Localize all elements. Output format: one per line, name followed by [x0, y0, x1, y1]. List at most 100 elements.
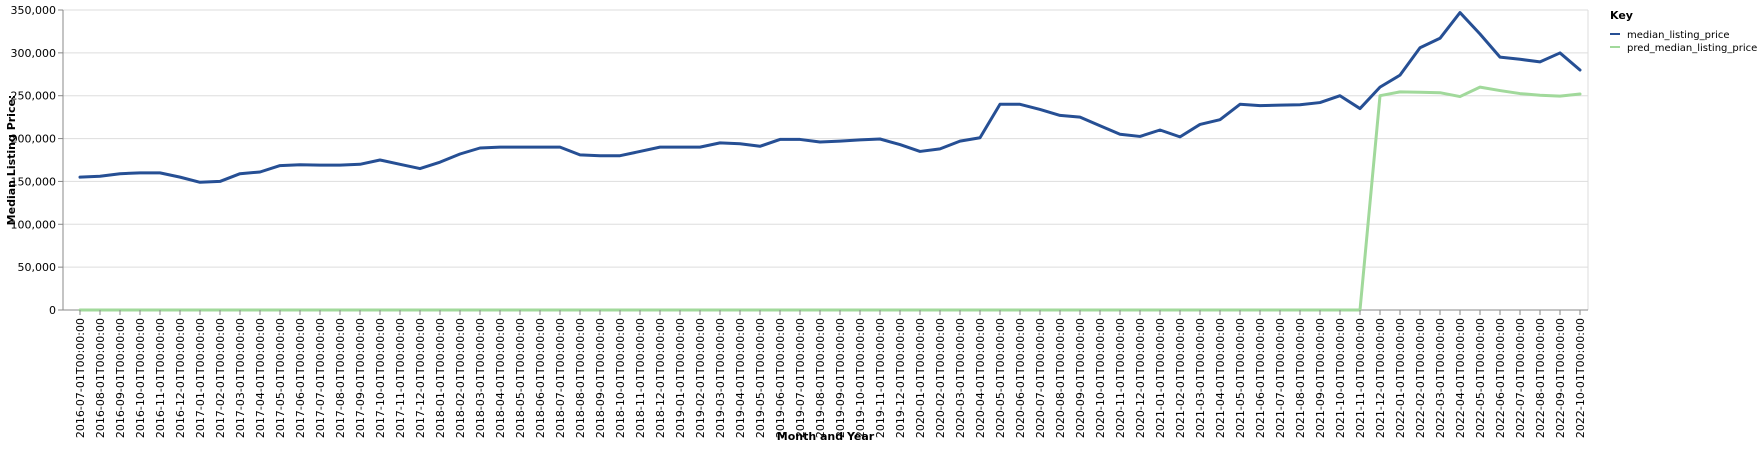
x-tick-label: 2020-08-01T00:00:00	[1054, 318, 1067, 438]
x-tick-label: 2020-02-01T00:00:00	[934, 318, 947, 438]
x-axis-ticks: 2016-07-01T00:00:00 2016-08-01T00:00:00 20…	[74, 310, 1587, 438]
x-tick-label: 2020-12-01T00:00:00	[1134, 318, 1147, 438]
x-tick-label: 2019-12-01T00:00:00	[894, 318, 907, 438]
x-tick-label: 2016-09-01T00:00:00	[114, 318, 127, 438]
x-tick-label: 2021-11-01T00:00:00	[1354, 318, 1367, 438]
x-tick-label: 2016-11-01T00:00:00	[154, 318, 167, 438]
y-tick-label: 100,000	[11, 218, 57, 231]
y-tick-label: 350,000	[11, 4, 57, 17]
x-tick-label: 2018-06-01T00:00:00	[534, 318, 547, 438]
y-tick-label: 150,000	[11, 175, 57, 188]
x-tick-label: 2022-05-01T00:00:00	[1474, 318, 1487, 438]
x-tick-label: 2017-10-01T00:00:00	[374, 318, 387, 438]
series-line-median_listing_price	[78, 11, 1582, 184]
x-tick-label: 2017-12-01T00:00:00	[414, 318, 427, 438]
x-tick-label: 2020-09-01T00:00:00	[1074, 318, 1087, 438]
x-tick-label: 2020-06-01T00:00:00	[1014, 318, 1027, 438]
x-tick-label: 2019-10-01T00:00:00	[854, 318, 867, 438]
x-tick-label: 2019-03-01T00:00:00	[714, 318, 727, 438]
x-tick-label: 2020-11-01T00:00:00	[1114, 318, 1127, 438]
x-tick-label: 2022-02-01T00:00:00	[1414, 318, 1427, 438]
y-axis-ticks: 0 50,000 100,000 150,000 200,000 250,000 300,0…	[11, 4, 63, 317]
axes	[62, 10, 1588, 311]
x-axis-title: Month and Year	[777, 430, 875, 443]
legend-title: Key	[1610, 9, 1633, 22]
y-tick-label: 200,000	[11, 133, 57, 146]
x-tick-label: 2017-06-01T00:00:00	[294, 318, 307, 438]
x-tick-label: 2018-12-01T00:00:00	[654, 318, 667, 438]
x-tick-label: 2017-11-01T00:00:00	[394, 318, 407, 438]
x-tick-label: 2022-01-01T00:00:00	[1394, 318, 1407, 438]
x-tick-label: 2019-02-01T00:00:00	[694, 318, 707, 438]
x-tick-label: 2021-05-01T00:00:00	[1234, 318, 1247, 438]
x-tick-label: 2020-04-01T00:00:00	[974, 318, 987, 438]
x-tick-label: 2018-10-01T00:00:00	[614, 318, 627, 438]
x-tick-label: 2018-08-01T00:00:00	[574, 318, 587, 438]
x-tick-label: 2018-03-01T00:00:00	[474, 318, 487, 438]
x-tick-label: 2021-03-01T00:00:00	[1194, 318, 1207, 438]
x-tick-label: 2020-03-01T00:00:00	[954, 318, 967, 438]
x-tick-label: 2018-01-01T00:00:00	[434, 318, 447, 438]
x-tick-label: 2017-08-01T00:00:00	[334, 318, 347, 438]
x-tick-label: 2017-02-01T00:00:00	[214, 318, 227, 438]
x-tick-label: 2022-09-01T00:00:00	[1554, 318, 1567, 438]
x-tick-label: 2022-06-01T00:00:00	[1494, 318, 1507, 438]
gridlines	[63, 9, 1589, 311]
y-axis-title: Median Listing Price:	[5, 95, 18, 226]
x-tick-label: 2018-04-01T00:00:00	[494, 318, 507, 438]
series-lines	[78, 11, 1582, 312]
x-tick-label: 2019-07-01T00:00:00	[794, 318, 807, 438]
x-tick-label: 2022-04-01T00:00:00	[1454, 318, 1467, 438]
x-tick-label: 2021-08-01T00:00:00	[1294, 318, 1307, 438]
x-tick-label: 2021-02-01T00:00:00	[1174, 318, 1187, 438]
x-tick-label: 2016-12-01T00:00:00	[174, 318, 187, 438]
x-tick-label: 2021-12-01T00:00:00	[1374, 318, 1387, 438]
x-tick-label: 2019-06-01T00:00:00	[774, 318, 787, 438]
y-tick-label: 0	[49, 304, 56, 317]
x-tick-label: 2017-07-01T00:00:00	[314, 318, 327, 438]
x-tick-label: 2016-07-01T00:00:00	[74, 318, 87, 438]
legend-label: median_listing_price	[1627, 30, 1730, 41]
x-tick-label: 2020-01-01T00:00:00	[914, 318, 927, 438]
x-tick-label: 2017-01-01T00:00:00	[194, 318, 207, 438]
x-tick-label: 2019-04-01T00:00:00	[734, 318, 747, 438]
x-tick-label: 2017-03-01T00:00:00	[234, 318, 247, 438]
x-tick-label: 2016-08-01T00:00:00	[94, 318, 107, 438]
x-tick-label: 2018-11-01T00:00:00	[634, 318, 647, 438]
y-tick-label: 50,000	[18, 261, 57, 274]
series-line-pred_median_listing_price	[78, 85, 1582, 312]
x-tick-label: 2017-05-01T00:00:00	[274, 318, 287, 438]
x-tick-label: 2017-09-01T00:00:00	[354, 318, 367, 438]
x-tick-label: 2018-02-01T00:00:00	[454, 318, 467, 438]
x-tick-label: 2016-10-01T00:00:00	[134, 318, 147, 438]
legend-label: pred_median_listing_price	[1627, 43, 1757, 54]
x-tick-label: 2019-11-01T00:00:00	[874, 318, 887, 438]
y-tick-label: 250,000	[11, 90, 57, 103]
x-tick-label: 2018-07-01T00:00:00	[554, 318, 567, 438]
y-tick-label: 300,000	[11, 47, 57, 60]
x-tick-label: 2020-10-01T00:00:00	[1094, 318, 1107, 438]
x-tick-label: 2020-07-01T00:00:00	[1034, 318, 1047, 438]
legend-items: median_listing_price pred_median_listing_…	[1610, 30, 1757, 54]
x-tick-label: 2018-09-01T00:00:00	[594, 318, 607, 438]
x-tick-label: 2019-09-01T00:00:00	[834, 318, 847, 438]
x-tick-label: 2019-08-01T00:00:00	[814, 318, 827, 438]
x-tick-label: 2022-03-01T00:00:00	[1434, 318, 1447, 438]
x-tick-label: 2021-01-01T00:00:00	[1154, 318, 1167, 438]
x-tick-label: 2017-04-01T00:00:00	[254, 318, 267, 438]
x-tick-label: 2021-10-01T00:00:00	[1334, 318, 1347, 438]
x-tick-label: 2021-07-01T00:00:00	[1274, 318, 1287, 438]
x-tick-label: 2022-10-01T00:00:00	[1574, 318, 1587, 438]
x-tick-label: 2022-07-01T00:00:00	[1514, 318, 1527, 438]
x-tick-label: 2021-04-01T00:00:00	[1214, 318, 1227, 438]
x-tick-label: 2021-09-01T00:00:00	[1314, 318, 1327, 438]
x-tick-label: 2022-08-01T00:00:00	[1534, 318, 1547, 438]
x-tick-label: 2019-01-01T00:00:00	[674, 318, 687, 438]
legend: Key median_listing_price pred_median_list…	[1610, 9, 1757, 54]
x-tick-label: 2019-05-01T00:00:00	[754, 318, 767, 438]
x-tick-label: 2021-06-01T00:00:00	[1254, 318, 1267, 438]
x-tick-label: 2020-05-01T00:00:00	[994, 318, 1007, 438]
x-tick-label: 2018-05-01T00:00:00	[514, 318, 527, 438]
